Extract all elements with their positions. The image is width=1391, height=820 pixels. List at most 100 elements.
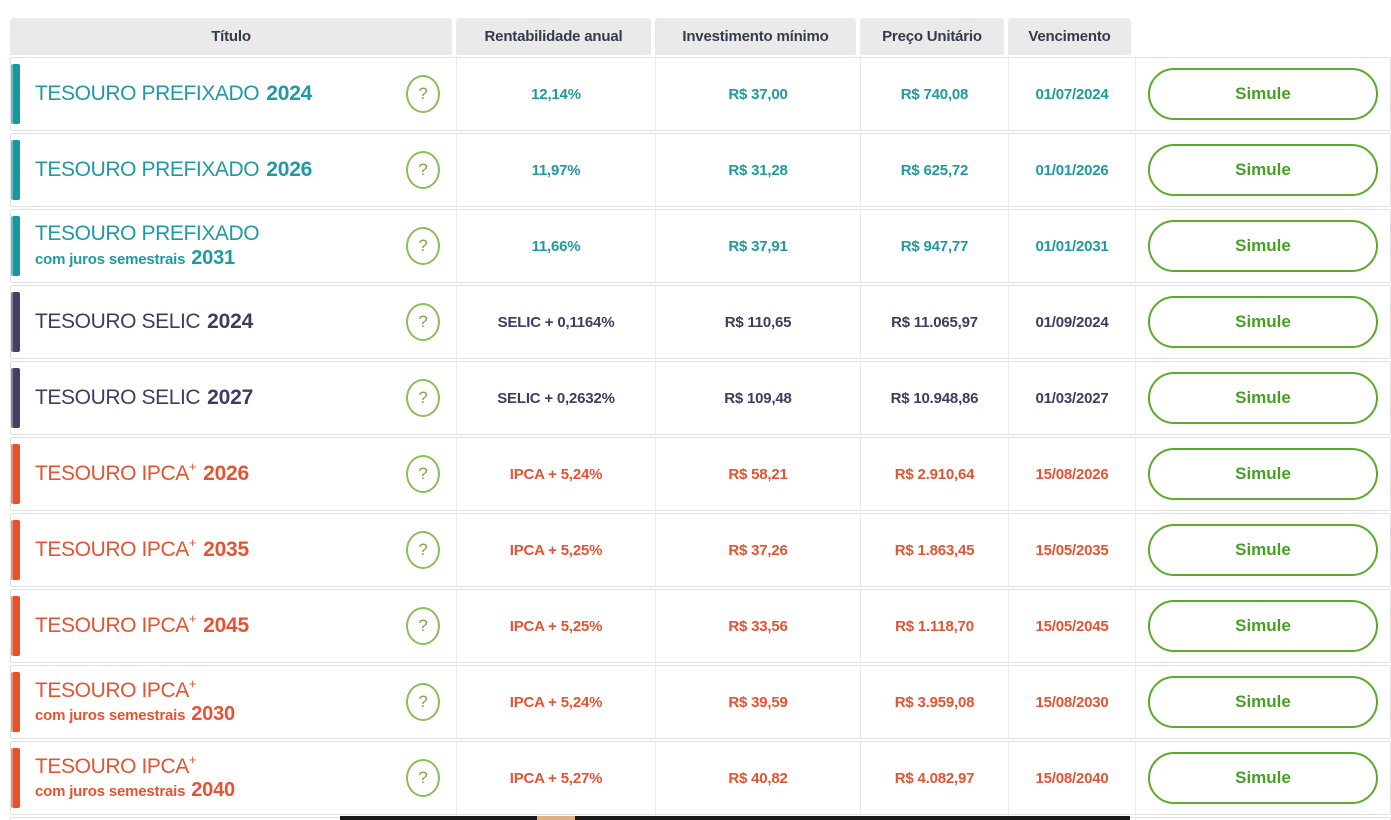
- min-investment-cell: R$ 39,59: [656, 666, 861, 738]
- bond-subtitle: com juros semestrais: [35, 250, 186, 268]
- bond-title: TESOURO SELIC 2027: [35, 386, 253, 410]
- bond-category-bar: [11, 444, 20, 504]
- maturity-cell: 15/08/2040: [1009, 742, 1136, 814]
- bond-subtitle: com juros semestrais: [35, 707, 186, 725]
- unit-price-cell: R$ 4.082,97: [861, 742, 1009, 814]
- table-header: Título Rentabilidade anual Investimento …: [10, 18, 1391, 55]
- help-icon[interactable]: ?: [406, 379, 440, 417]
- bond-title-cell: TESOURO IPCA+ 2026 ?: [11, 438, 457, 510]
- bond-year: 2024: [207, 309, 254, 333]
- simulate-button[interactable]: Simule: [1148, 372, 1378, 424]
- table-row: TESOURO PREFIXADO com juros semestrais 203…: [10, 209, 1391, 283]
- bond-plus-sup: +: [188, 459, 197, 475]
- actions-cell: Simule: [1136, 210, 1390, 282]
- bond-title-cell: TESOURO PREFIXADO 2024 ?: [11, 58, 457, 130]
- bond-title: TESOURO PREFIXADO 2024: [35, 82, 312, 106]
- help-icon[interactable]: ?: [406, 227, 440, 265]
- bond-year: 2026: [203, 462, 250, 486]
- unit-price-cell: R$ 625,72: [861, 134, 1009, 206]
- bond-plus-sup: +: [188, 611, 197, 627]
- bond-title: TESOURO IPCA+ 2035: [35, 535, 249, 562]
- column-header-titulo: Título: [10, 18, 452, 55]
- bond-name: TESOURO IPCA: [35, 462, 189, 486]
- simulate-button[interactable]: Simule: [1148, 68, 1378, 120]
- min-investment-cell: R$ 37,00: [656, 58, 861, 130]
- table-row: TESOURO IPCA+ 2035 ? IPCA + 5,25% R$ 37,2…: [10, 513, 1391, 587]
- bond-title-cell: TESOURO SELIC 2027 ?: [11, 362, 457, 434]
- simulate-button[interactable]: Simule: [1148, 448, 1378, 500]
- unit-price-cell: R$ 3.959,08: [861, 666, 1009, 738]
- bond-category-bar: [11, 216, 20, 276]
- maturity-cell: 01/03/2027: [1009, 362, 1136, 434]
- maturity-cell: 15/08/2030: [1009, 666, 1136, 738]
- simulate-button[interactable]: Simule: [1148, 296, 1378, 348]
- maturity-cell: 15/05/2055: [1009, 818, 1136, 820]
- help-icon[interactable]: ?: [406, 759, 440, 797]
- bond-table: Título Rentabilidade anual Investimento …: [10, 18, 1391, 820]
- bottom-cutoff-bar-accent: [537, 816, 575, 820]
- rate-cell: 11,97%: [457, 134, 656, 206]
- actions-cell: Simule: [1136, 362, 1390, 434]
- table-row: TESOURO IPCA+ 2026 ? IPCA + 5,24% R$ 58,2…: [10, 437, 1391, 511]
- bond-category-bar: [11, 748, 20, 808]
- min-investment-cell: R$ 33,56: [656, 590, 861, 662]
- simulate-button[interactable]: Simule: [1148, 600, 1378, 652]
- bond-plus-sup: +: [188, 675, 197, 691]
- table-row: TESOURO SELIC 2027 ? SELIC + 0,2632% R$ 1…: [10, 361, 1391, 435]
- rate-cell: 11,66%: [457, 210, 656, 282]
- table-row: TESOURO IPCA+ 2045 ? IPCA + 5,25% R$ 33,5…: [10, 589, 1391, 663]
- help-icon[interactable]: ?: [406, 75, 440, 113]
- unit-price-cell: R$ 11.065,97: [861, 286, 1009, 358]
- rate-cell: IPCA + 5,25%: [457, 590, 656, 662]
- maturity-cell: 01/09/2024: [1009, 286, 1136, 358]
- rate-cell: IPCA + 5,24%: [457, 438, 656, 510]
- column-header-vencimento: Vencimento: [1008, 18, 1131, 55]
- maturity-cell: 01/07/2024: [1009, 58, 1136, 130]
- bond-title: TESOURO PREFIXADO 2026: [35, 158, 312, 182]
- simulate-button[interactable]: Simule: [1148, 220, 1378, 272]
- help-icon[interactable]: ?: [406, 607, 440, 645]
- bottom-cutoff-bar: [340, 816, 1130, 820]
- actions-cell: Simule: [1136, 742, 1390, 814]
- actions-cell: Simule: [1136, 134, 1390, 206]
- min-investment-cell: R$ 37,91: [656, 210, 861, 282]
- actions-cell: Simule: [1136, 514, 1390, 586]
- bond-name: TESOURO SELIC: [35, 309, 201, 333]
- simulate-button[interactable]: Simule: [1148, 144, 1378, 196]
- bond-title-cell: TESOURO PREFIXADO 2026 ?: [11, 134, 457, 206]
- help-icon[interactable]: ?: [406, 531, 440, 569]
- unit-price-cell: R$ 10.948,86: [861, 362, 1009, 434]
- actions-cell: Simule: [1136, 286, 1390, 358]
- bond-subtitle-year: 2030: [191, 703, 235, 726]
- bond-title-cell: TESOURO IPCA+ 2035 ?: [11, 514, 457, 586]
- bond-name: TESOURO IPCA: [35, 754, 189, 778]
- rate-cell: IPCA + 5,24%: [457, 666, 656, 738]
- bond-year: 2024: [266, 81, 313, 105]
- maturity-cell: 15/05/2045: [1009, 590, 1136, 662]
- bond-name: TESOURO IPCA: [35, 614, 189, 638]
- simulate-button[interactable]: Simule: [1148, 524, 1378, 576]
- min-investment-cell: R$ 31,28: [656, 134, 861, 206]
- bond-title-cell: TESOURO IPCA+ com juros semestrais 2030 ?: [11, 666, 457, 738]
- bond-title: TESOURO IPCA+ com juros semestrais 2040: [35, 752, 235, 802]
- rate-cell: SELIC + 0,1164%: [457, 286, 656, 358]
- bond-name: TESOURO PREFIXADO: [35, 81, 260, 105]
- simulate-button[interactable]: Simule: [1148, 752, 1378, 804]
- unit-price-cell: R$ 2.910,64: [861, 438, 1009, 510]
- bond-category-bar: [11, 292, 20, 352]
- bond-title: TESOURO IPCA+ com juros semestrais 2030: [35, 675, 235, 726]
- help-icon[interactable]: ?: [406, 455, 440, 493]
- simulate-button[interactable]: Simule: [1148, 676, 1378, 728]
- help-icon[interactable]: ?: [406, 151, 440, 189]
- bond-category-bar: [11, 368, 20, 428]
- maturity-cell: 01/01/2031: [1009, 210, 1136, 282]
- help-icon[interactable]: ?: [406, 303, 440, 341]
- bond-category-bar: [11, 64, 20, 124]
- maturity-cell: 01/01/2026: [1009, 134, 1136, 206]
- bond-category-bar: [11, 672, 20, 732]
- rate-cell: 12,14%: [457, 58, 656, 130]
- bond-name: TESOURO PREFIXADO: [35, 222, 260, 246]
- bond-title-cell: TESOURO SELIC 2024 ?: [11, 286, 457, 358]
- bond-name: TESOURO SELIC: [35, 385, 201, 409]
- help-icon[interactable]: ?: [406, 683, 440, 721]
